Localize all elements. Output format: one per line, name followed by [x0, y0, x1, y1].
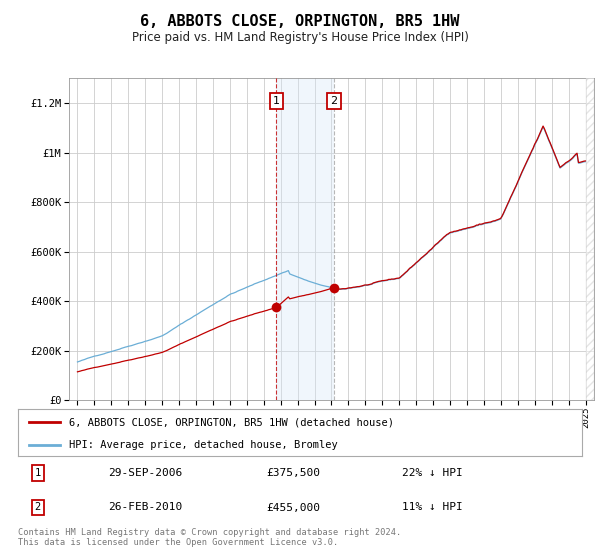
Text: 6, ABBOTS CLOSE, ORPINGTON, BR5 1HW (detached house): 6, ABBOTS CLOSE, ORPINGTON, BR5 1HW (det…	[69, 417, 394, 427]
Text: 6, ABBOTS CLOSE, ORPINGTON, BR5 1HW: 6, ABBOTS CLOSE, ORPINGTON, BR5 1HW	[140, 14, 460, 29]
Text: 1: 1	[35, 468, 41, 478]
Text: Contains HM Land Registry data © Crown copyright and database right 2024.
This d: Contains HM Land Registry data © Crown c…	[18, 528, 401, 547]
Text: £375,500: £375,500	[266, 468, 320, 478]
Text: 2: 2	[35, 502, 41, 512]
Text: 26-FEB-2010: 26-FEB-2010	[108, 502, 182, 512]
Text: HPI: Average price, detached house, Bromley: HPI: Average price, detached house, Brom…	[69, 440, 338, 450]
Text: £455,000: £455,000	[266, 502, 320, 512]
Text: Price paid vs. HM Land Registry's House Price Index (HPI): Price paid vs. HM Land Registry's House …	[131, 31, 469, 44]
Text: 29-SEP-2006: 29-SEP-2006	[108, 468, 182, 478]
Bar	[277, 78, 334, 400]
Text: 22% ↓ HPI: 22% ↓ HPI	[401, 468, 462, 478]
Text: 2: 2	[331, 96, 338, 106]
Text: 11% ↓ HPI: 11% ↓ HPI	[401, 502, 462, 512]
Text: 1: 1	[273, 96, 280, 106]
